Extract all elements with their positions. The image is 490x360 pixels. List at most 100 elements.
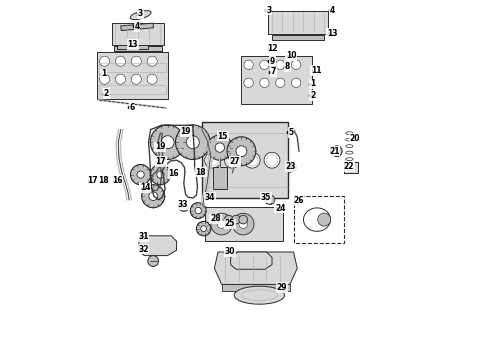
Circle shape (99, 56, 110, 66)
Circle shape (130, 165, 151, 185)
Polygon shape (231, 252, 272, 269)
Circle shape (239, 220, 247, 228)
Circle shape (148, 256, 159, 266)
Circle shape (207, 154, 219, 166)
Text: 18: 18 (196, 167, 206, 176)
Bar (121, 23, 153, 31)
Text: 8: 8 (285, 62, 290, 71)
Text: 4: 4 (134, 22, 140, 31)
Text: 7: 7 (270, 68, 276, 77)
Text: 13: 13 (327, 29, 338, 38)
Text: 28: 28 (210, 214, 221, 223)
Ellipse shape (179, 205, 188, 211)
Circle shape (116, 74, 125, 84)
Circle shape (211, 213, 232, 235)
Text: 18: 18 (98, 176, 109, 185)
Text: 10: 10 (286, 51, 296, 60)
Circle shape (150, 165, 171, 185)
Circle shape (150, 125, 185, 159)
Text: 33: 33 (178, 200, 188, 209)
Text: 35: 35 (261, 193, 271, 202)
Circle shape (260, 78, 269, 87)
Circle shape (227, 137, 256, 166)
Text: 9: 9 (270, 57, 275, 66)
Circle shape (116, 56, 125, 66)
Text: 29: 29 (276, 283, 287, 292)
Circle shape (236, 146, 247, 157)
Text: 1: 1 (101, 69, 106, 78)
Circle shape (142, 185, 165, 208)
Text: 27: 27 (230, 157, 240, 166)
Text: 32: 32 (138, 245, 149, 253)
Circle shape (289, 164, 296, 171)
Circle shape (292, 78, 301, 87)
Circle shape (137, 171, 144, 178)
Text: 12: 12 (267, 44, 278, 53)
Bar (205, 207, 283, 241)
Bar (117, 45, 148, 49)
Bar (269, 11, 328, 34)
Text: 17: 17 (155, 157, 166, 166)
Circle shape (227, 154, 238, 166)
Circle shape (175, 125, 210, 159)
Text: 24: 24 (275, 203, 286, 212)
Circle shape (275, 60, 285, 69)
Bar (202, 122, 288, 198)
Polygon shape (139, 236, 176, 256)
Bar (112, 23, 164, 45)
Text: 21: 21 (329, 147, 340, 156)
Text: 26: 26 (293, 197, 303, 205)
Circle shape (186, 136, 199, 149)
Circle shape (239, 215, 247, 224)
Text: 4: 4 (330, 5, 335, 14)
Text: 20: 20 (349, 134, 360, 143)
Circle shape (244, 78, 253, 87)
Text: 16: 16 (169, 169, 179, 178)
Circle shape (244, 60, 253, 69)
Text: 25: 25 (225, 219, 235, 228)
Circle shape (161, 136, 174, 149)
Circle shape (131, 56, 141, 66)
Circle shape (266, 154, 278, 166)
Circle shape (147, 56, 157, 66)
Bar (114, 46, 162, 51)
Polygon shape (215, 252, 297, 284)
Circle shape (190, 203, 206, 219)
Circle shape (99, 74, 110, 84)
Bar (272, 35, 324, 40)
Bar (98, 52, 168, 99)
Circle shape (195, 207, 201, 214)
Circle shape (318, 213, 331, 226)
Ellipse shape (130, 11, 151, 19)
Bar (221, 284, 290, 291)
Ellipse shape (234, 286, 285, 304)
Bar (294, 196, 344, 243)
Circle shape (246, 154, 258, 166)
Circle shape (275, 78, 285, 87)
Text: 1: 1 (310, 79, 315, 88)
Circle shape (205, 152, 220, 168)
Circle shape (260, 60, 269, 69)
Circle shape (147, 74, 157, 84)
Text: 34: 34 (204, 193, 215, 202)
Bar (213, 167, 227, 189)
Text: 23: 23 (286, 162, 296, 171)
Text: 2: 2 (104, 89, 109, 98)
Text: 3: 3 (138, 9, 143, 18)
Circle shape (245, 152, 260, 168)
Text: 16: 16 (112, 176, 122, 185)
Circle shape (224, 215, 233, 224)
Bar (242, 56, 312, 104)
Text: 19: 19 (155, 142, 166, 151)
Circle shape (215, 143, 224, 152)
Circle shape (157, 171, 164, 178)
Text: 2: 2 (310, 91, 315, 100)
Circle shape (131, 74, 141, 84)
Circle shape (217, 220, 226, 228)
Text: 19: 19 (180, 127, 191, 136)
Bar (99, 63, 166, 72)
Circle shape (196, 221, 211, 236)
Circle shape (207, 135, 232, 160)
Text: 11: 11 (311, 66, 321, 75)
Bar (99, 85, 166, 94)
